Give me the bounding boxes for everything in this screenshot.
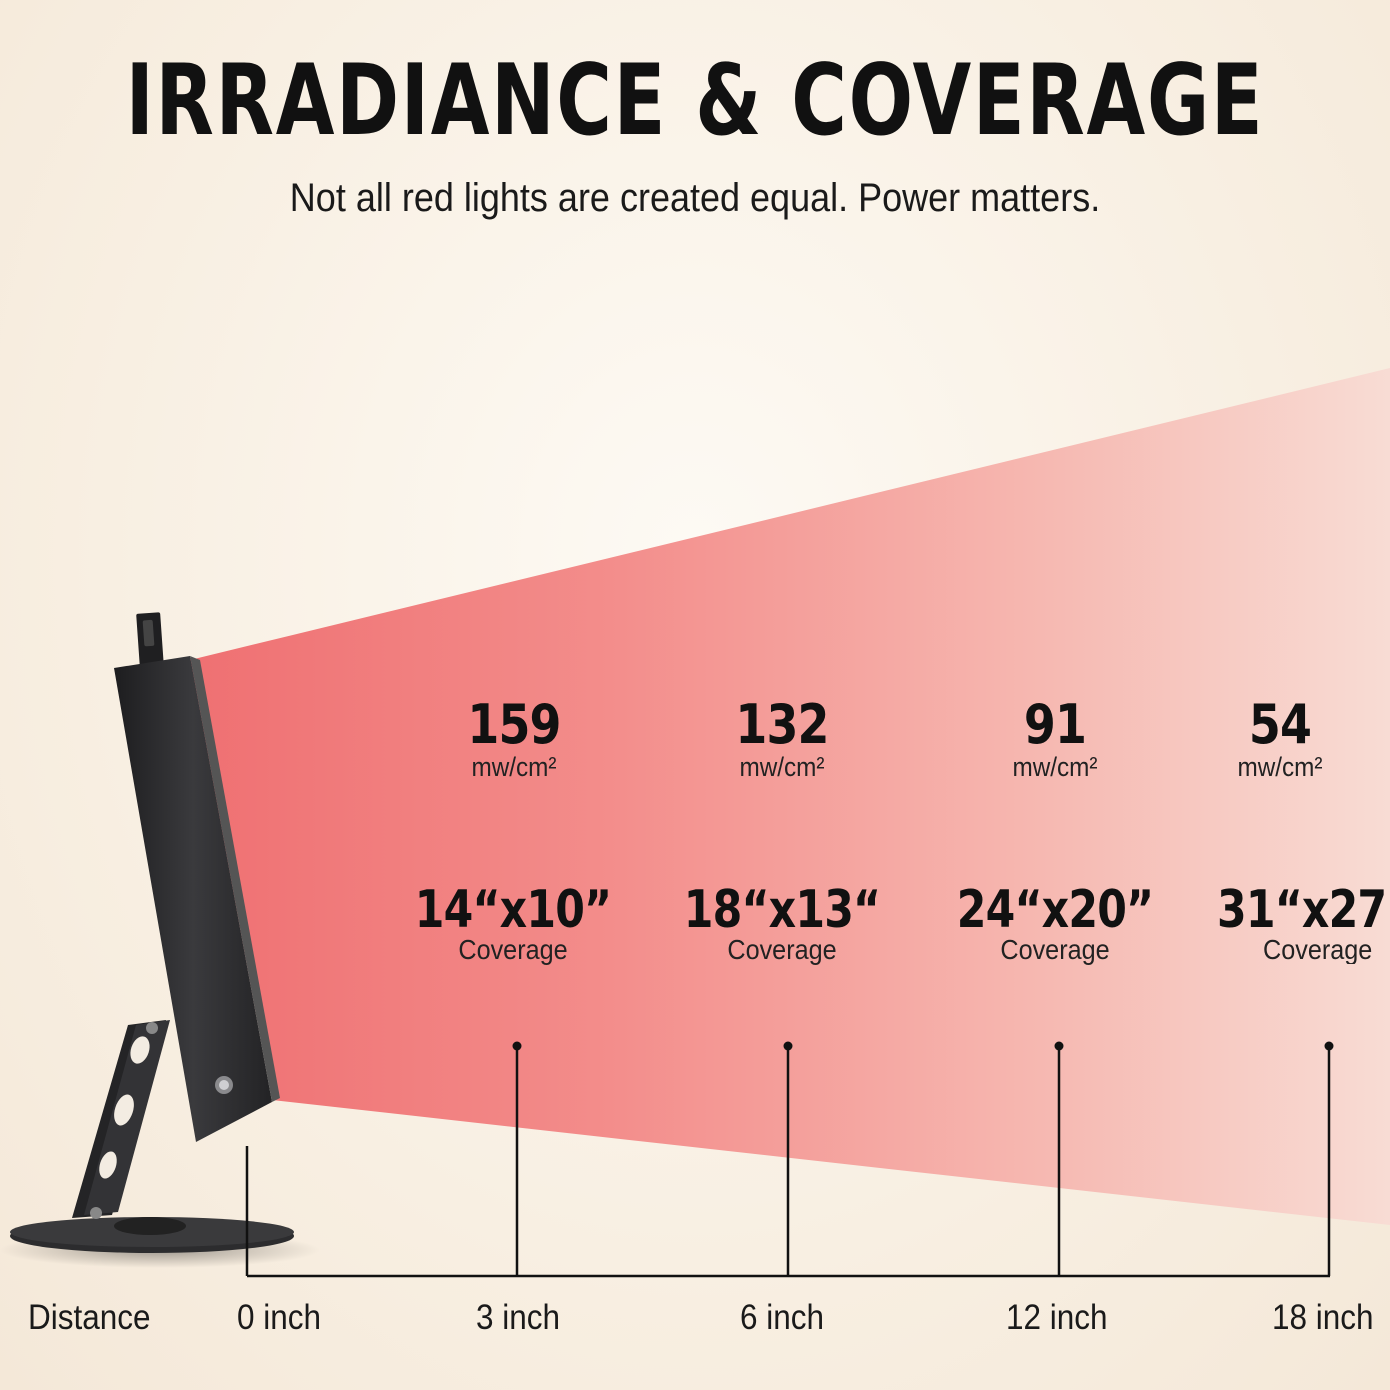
coverage-size: 24“x20” [956,880,1154,940]
coverage-label: Coverage [1000,934,1110,965]
irradiance-value: 159 [467,693,561,756]
coverage-12-inch: 24“x20” Coverage [925,884,1185,964]
irradiance-value: 91 [1023,693,1087,756]
coverage-6-inch: 18“x13“ Coverage [652,884,912,964]
distance-6-inch: 6 inch [740,1298,825,1337]
distance-12-inch: 12 inch [1006,1298,1108,1337]
irradiance-unit: mw/cm² [1237,752,1323,782]
distance-0-inch: 0 inch [237,1298,322,1337]
irradiance-unit: mw/cm² [1012,752,1098,782]
page-subtitle: Not all red lights are created equal. Po… [289,176,1101,220]
device-handle [136,612,164,670]
device-panel [114,656,280,1142]
irradiance-unit: mw/cm² [471,752,557,782]
distance-18-inch: 18 inch [1272,1298,1374,1337]
distance-3-inch: 3 inch [476,1298,561,1337]
coverage-label: Coverage [727,934,837,965]
stand-arm [72,1020,170,1219]
coverage-size: 18“x13“ [683,880,881,940]
coverage-size: 14“x10” [414,880,612,940]
coverage-3-inch: 14“x10” Coverage [383,884,643,964]
coverage-label: Coverage [1263,934,1373,964]
distance-axis [245,1046,1331,1278]
irradiance-12-inch: 91 mw/cm² [945,698,1165,781]
coverage-size: 31“x27” [1217,884,1387,940]
distance-axis-label: Distance [28,1298,151,1337]
coverage-label: Coverage [458,934,568,965]
irradiance-6-inch: 132 mw/cm² [672,698,892,781]
stand-base [10,1217,294,1253]
irradiance-3-inch: 159 mw/cm² [404,698,624,781]
axis-markers [512,1041,1334,1051]
irradiance-value: 54 [1248,693,1312,756]
page-title: IRRADIANCE & COVERAGE [125,44,1265,158]
coverage-18-inch: 31“x27” Coverage [1187,884,1387,964]
light-beam [190,368,1390,1225]
irradiance-value: 132 [735,693,829,756]
irradiance-unit: mw/cm² [739,752,825,782]
irradiance-18-inch: 54 mw/cm² [1170,698,1390,781]
